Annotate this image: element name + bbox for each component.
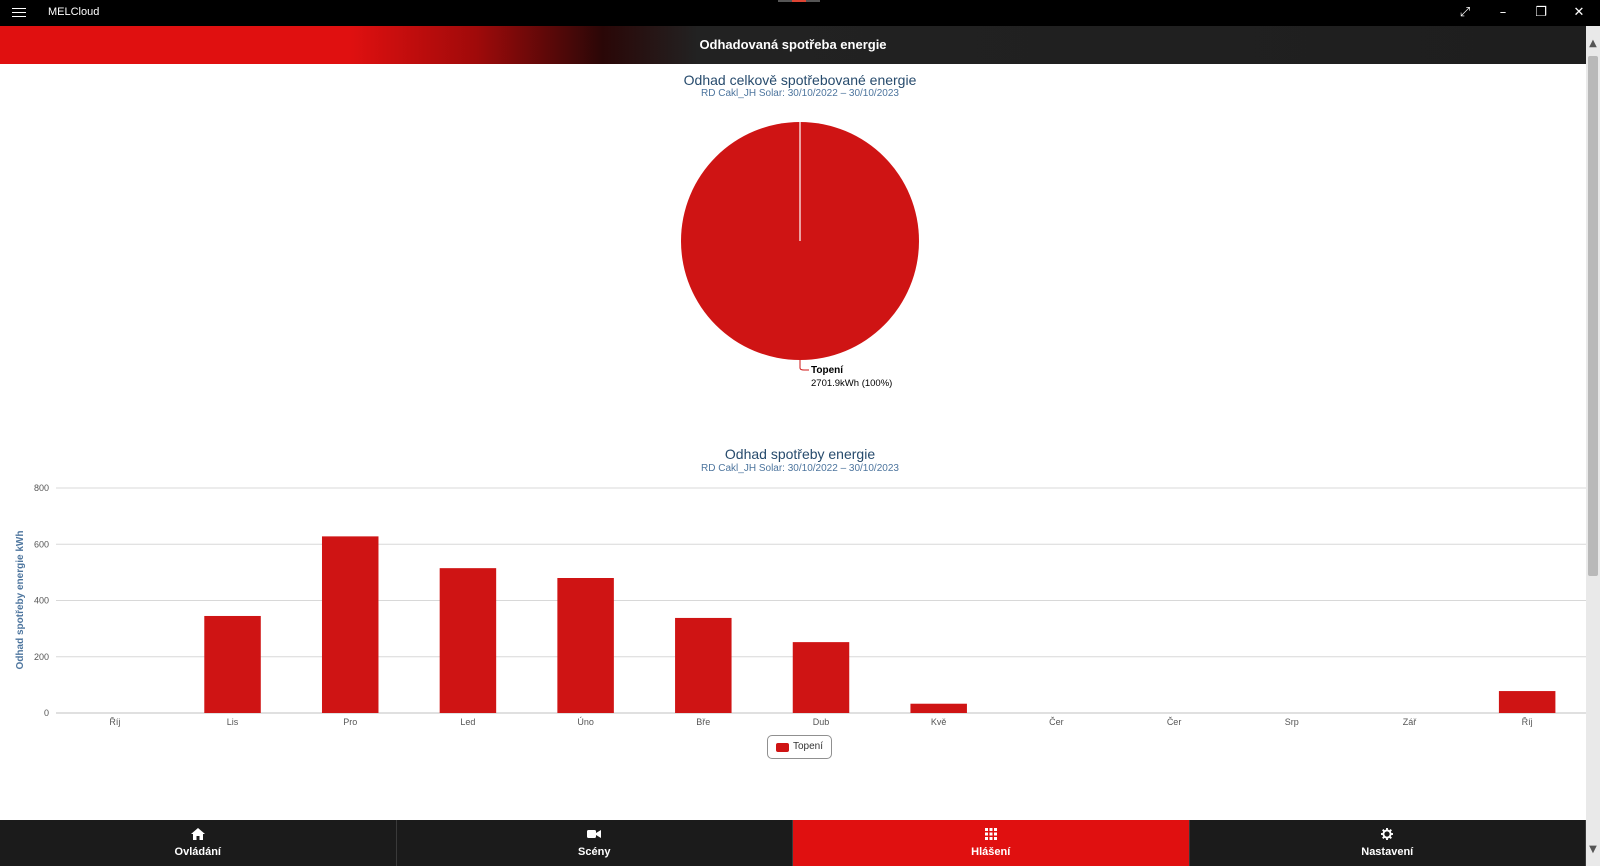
bar[interactable] (557, 578, 614, 713)
pie-chart-title: Odhad celkově spotřebované energie (683, 72, 917, 88)
x-tick-label: Led (460, 717, 475, 727)
bar[interactable] (1498, 691, 1556, 713)
nav-label-hlaseni: Hlášení (971, 846, 1011, 858)
restore-icon[interactable]: ❐ (1535, 5, 1547, 20)
bar[interactable] (321, 536, 379, 713)
pie-slice-value: 2701.9kWh (100%) (811, 378, 892, 389)
home-icon (190, 828, 205, 840)
bar[interactable] (910, 703, 967, 713)
x-tick-label: Kvě (931, 717, 947, 727)
nav-item-hlaseni[interactable]: Hlášení (793, 820, 1190, 866)
scroll-down-icon[interactable]: ▼ (1589, 844, 1597, 855)
y-tick-label: 600 (34, 539, 49, 549)
x-tick-label: Srp (1285, 717, 1299, 727)
y-tick-label: 200 (34, 652, 49, 662)
close-icon[interactable]: ✕ (1573, 5, 1585, 20)
bar-chart: Odhad spotřeby energie kWh 0 200 400 600 800… (15, 483, 1586, 727)
x-tick-label: Dub (813, 717, 830, 727)
vertical-scrollbar[interactable]: ▲ ▼ (1586, 26, 1600, 866)
bottom-navigation: Ovládání Scény Hlášení Nastavení (0, 820, 1586, 866)
x-tick-label: Zář (1403, 717, 1418, 727)
minimize-icon[interactable]: – (1499, 5, 1507, 20)
bar-chart-title: Odhad spotřeby energie (724, 446, 876, 462)
titlebar-accent (778, 0, 820, 2)
grid-icon (984, 828, 997, 840)
x-tick-label: Bře (696, 717, 710, 727)
bar-chart-legend[interactable]: Topení (767, 735, 832, 759)
scrollbar-thumb[interactable] (1588, 56, 1598, 576)
pie-slice-label: Topení (811, 365, 844, 376)
nav-item-nastaveni[interactable]: Nastavení (1190, 820, 1586, 866)
window-titlebar: MELCloud ⤢ – ❐ ✕ (0, 0, 1600, 26)
y-tick-label: 0 (44, 708, 49, 718)
x-tick-label: Čer (1167, 717, 1182, 727)
app-title: MELCloud (48, 6, 100, 18)
x-tick-label: Pro (343, 717, 357, 727)
video-camera-icon (587, 830, 602, 838)
nav-item-ovladani[interactable]: Ovládání (0, 820, 397, 866)
legend-label-topeni: Topení (793, 741, 824, 752)
x-tick-label: Říj (109, 717, 120, 727)
expand-icon[interactable]: ⤢ (1459, 5, 1471, 20)
y-tick-label: 800 (34, 483, 49, 493)
page-header: Odhadovaná spotřeba energie (0, 26, 1586, 64)
pie-chart-subtitle: RD Cakl_JH Solar: 30/10/2022 – 30/10/202… (701, 88, 899, 99)
nav-item-sceny[interactable]: Scény (397, 820, 793, 866)
page-title: Odhadovaná spotřeba energie (699, 37, 887, 52)
nav-label-ovladani: Ovládání (174, 846, 221, 858)
legend-swatch-topeni (776, 743, 789, 752)
x-tick-label: Říj (1522, 717, 1533, 727)
x-tick-label: Lis (227, 717, 239, 727)
bar[interactable] (792, 642, 850, 713)
pie-label-connector (799, 360, 809, 371)
bar-chart-y-axis-label: Odhad spotřeby energie kWh (15, 531, 26, 670)
scroll-up-icon[interactable]: ▲ (1589, 38, 1597, 49)
x-tick-label: Čer (1049, 717, 1064, 727)
nav-label-sceny: Scény (578, 846, 611, 858)
pie-chart: Topení 2701.9kWh (100%) (681, 122, 919, 389)
bar-chart-subtitle: RD Cakl_JH Solar: 30/10/2022 – 30/10/202… (701, 463, 899, 474)
x-tick-label: Úno (577, 717, 594, 727)
hamburger-menu-icon[interactable] (12, 5, 26, 19)
nav-label-nastaveni: Nastavení (1361, 846, 1414, 858)
gear-icon (1381, 828, 1394, 840)
y-tick-label: 400 (34, 596, 49, 606)
bar[interactable] (675, 617, 732, 713)
bar[interactable] (204, 615, 261, 713)
bar[interactable] (439, 568, 497, 713)
